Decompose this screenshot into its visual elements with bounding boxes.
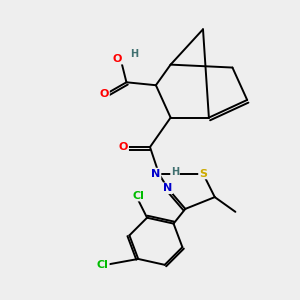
Text: Cl: Cl bbox=[132, 190, 144, 201]
Text: O: O bbox=[119, 142, 128, 152]
Text: N: N bbox=[151, 169, 160, 178]
Text: S: S bbox=[199, 169, 207, 178]
Text: Cl: Cl bbox=[97, 260, 109, 270]
Text: H: H bbox=[130, 49, 138, 59]
Text: H: H bbox=[171, 167, 179, 177]
Text: O: O bbox=[113, 54, 122, 64]
Text: N: N bbox=[163, 183, 172, 193]
Text: O: O bbox=[100, 89, 109, 99]
